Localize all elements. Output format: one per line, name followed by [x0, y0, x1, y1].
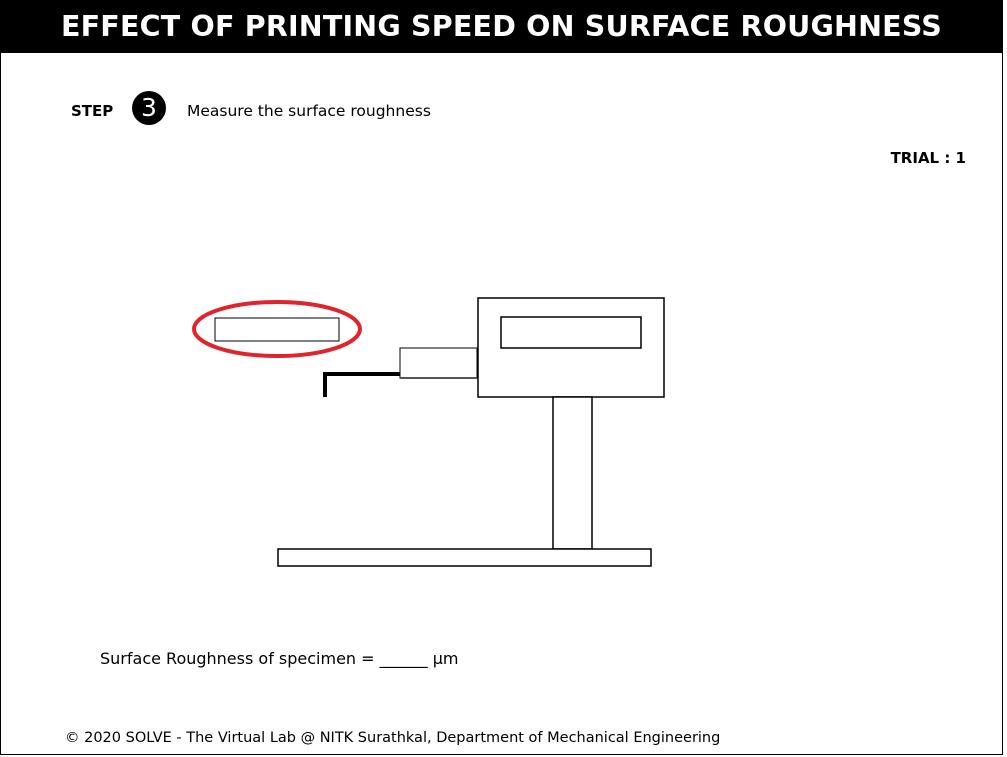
trial-indicator: TRIAL : 1: [890, 149, 966, 167]
result-value-blank: ______: [379, 649, 428, 668]
reading-display: [500, 316, 642, 349]
step-number-badge: 3: [132, 91, 166, 125]
probe-holder: [399, 347, 478, 379]
specimen-block[interactable]: [214, 317, 340, 342]
footer-copyright: © 2020 SOLVE - The Virtual Lab @ NITK Su…: [65, 730, 721, 746]
stylus-probe: [323, 372, 400, 397]
result-label: Surface Roughness of specimen =: [100, 649, 375, 668]
result-unit: μm: [432, 649, 459, 668]
specimen-highlight-ring: [192, 300, 362, 358]
base-plate: [277, 548, 652, 567]
step-instruction: Measure the surface roughness: [187, 102, 431, 120]
stand-column: [552, 396, 593, 550]
page-title: EFFECT OF PRINTING SPEED ON SURFACE ROUG…: [1, 1, 1002, 53]
surface-roughness-result: Surface Roughness of specimen = ______ μ…: [100, 649, 459, 668]
roughness-tester-apparatus: [192, 297, 665, 567]
step-label: STEP: [71, 102, 114, 120]
